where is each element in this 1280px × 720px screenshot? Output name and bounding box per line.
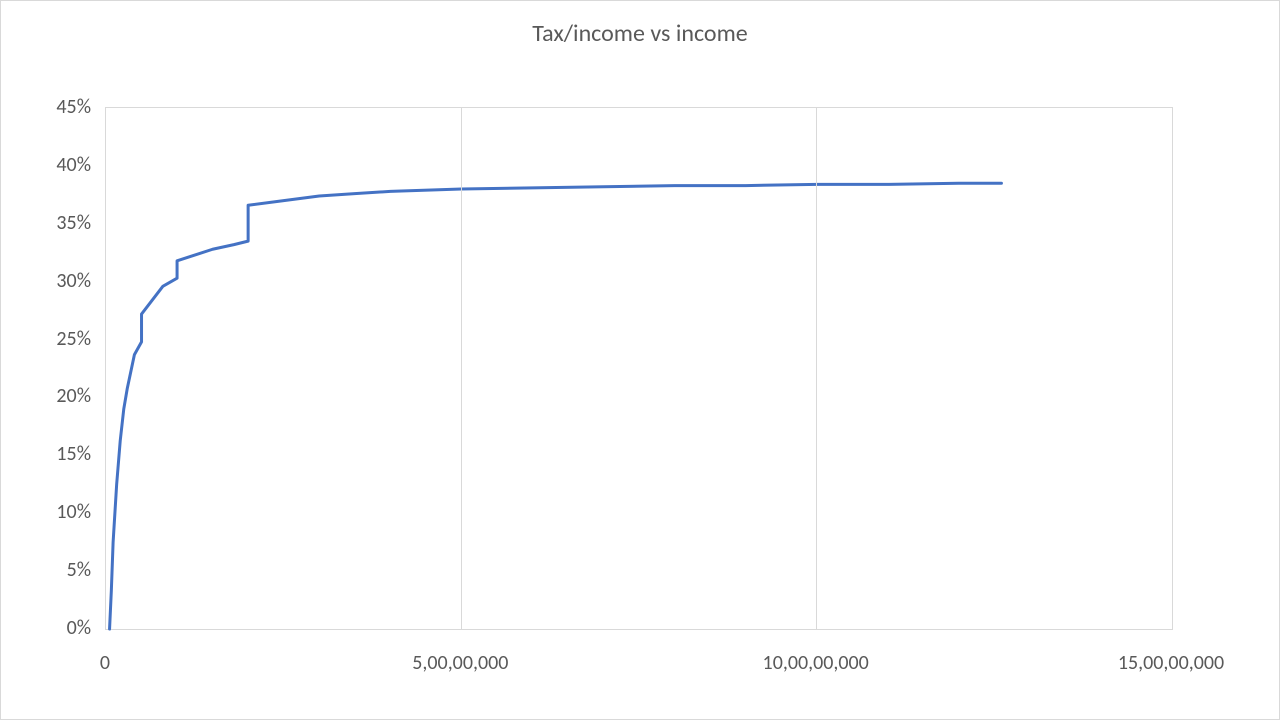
line-series	[106, 108, 1172, 629]
x-gridline	[816, 108, 817, 629]
y-axis-tick-label: 20%	[56, 384, 91, 408]
y-axis-tick-label: 30%	[56, 269, 91, 293]
x-axis-tick-label: 10,00,00,000	[763, 651, 869, 675]
x-axis-tick-label: 15,00,00,000	[1118, 651, 1224, 675]
chart-container: Tax/income vs income 0 5,00,00,000 10,00,0…	[0, 0, 1280, 720]
plot-area	[105, 107, 1173, 630]
x-gridline	[461, 108, 462, 629]
x-gridline	[1172, 108, 1173, 629]
x-axis-tick-label: 5,00,00,000	[412, 651, 508, 675]
y-axis-tick-label: 10%	[56, 500, 91, 524]
x-axis-tick-label: 0	[100, 651, 110, 675]
y-axis-tick-label: 35%	[56, 211, 91, 235]
y-axis-tick-label: 40%	[56, 153, 91, 177]
chart-title: Tax/income vs income	[1, 19, 1279, 48]
data-line	[110, 183, 1002, 629]
y-axis-tick-label: 25%	[56, 327, 91, 351]
y-axis-tick-label: 0%	[67, 616, 91, 640]
y-axis-tick-label: 15%	[56, 442, 91, 466]
y-axis-tick-label: 45%	[56, 95, 91, 119]
y-axis-tick-label: 5%	[67, 558, 91, 582]
